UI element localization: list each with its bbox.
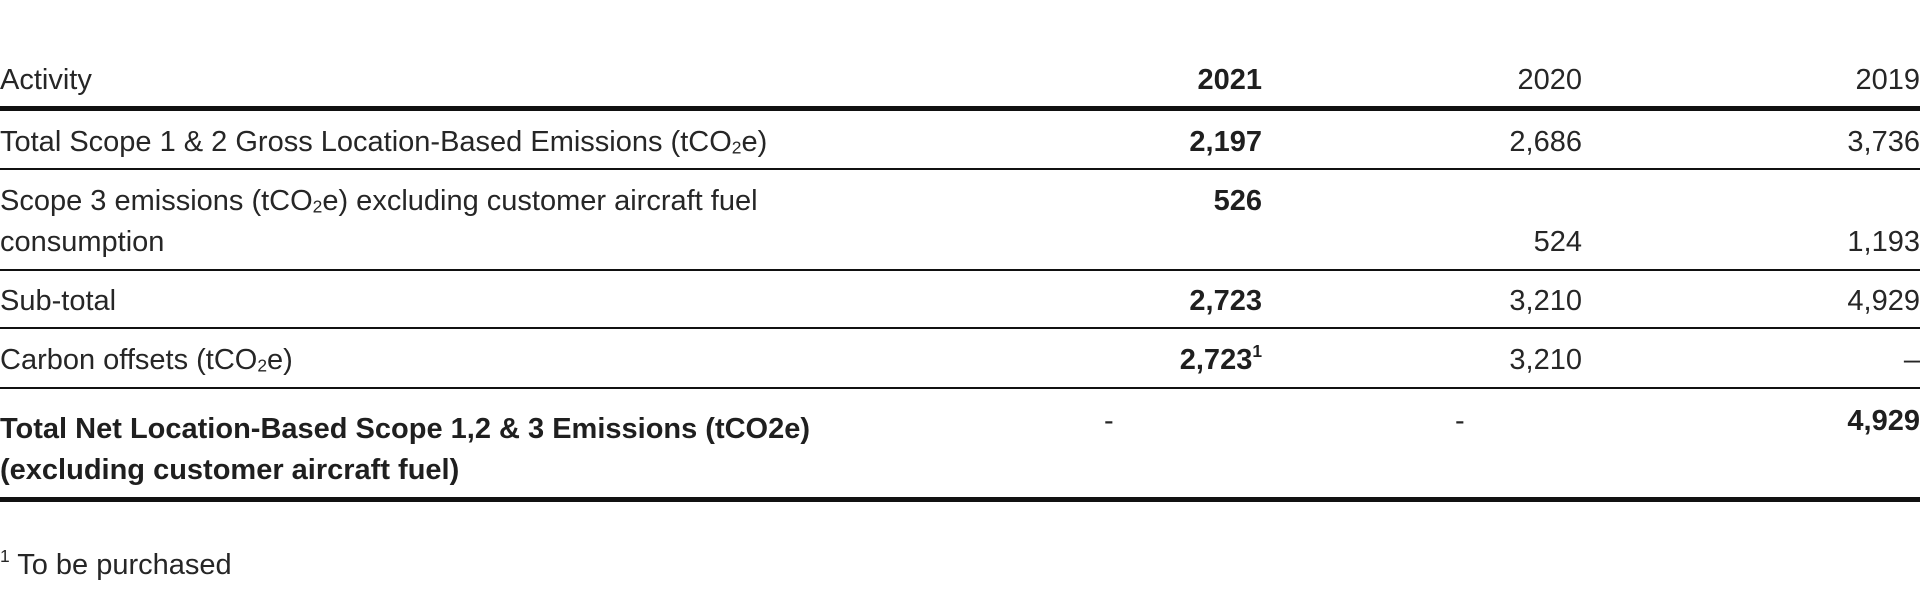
table-bottom-rule — [0, 497, 1920, 502]
row-activity: Sub-total — [0, 285, 117, 317]
header-rule — [0, 106, 1920, 111]
row-divider — [0, 387, 1920, 389]
footnote-text: To be purchased — [9, 549, 232, 581]
value-2019: – — [1903, 344, 1920, 376]
value-2020: 2,686 — [1509, 126, 1582, 158]
value-2021: 526 — [1213, 185, 1262, 217]
value-2019: 3,736 — [1847, 126, 1920, 158]
row-divider — [0, 168, 1920, 170]
header-2020: 2020 — [1517, 64, 1582, 96]
footnote-number: 1 — [0, 545, 10, 566]
row-activity-line2: consumption — [0, 226, 165, 258]
value-2021: 2,7231 — [1179, 340, 1262, 376]
total-activity-line1: Total Net Location-Based Scope 1,2 & 3 E… — [0, 413, 811, 445]
total-activity-line2: (excluding customer aircraft fuel) — [0, 454, 460, 486]
value-2021: 2,723 — [1189, 285, 1262, 317]
value-2020: 524 — [1533, 226, 1582, 258]
row-activity: Total Scope 1 & 2 Gross Location-Based E… — [0, 126, 768, 158]
row-activity: Scope 3 emissions (tCO2e) excluding cust… — [0, 185, 758, 217]
value-2020: - — [1455, 405, 1465, 437]
row-divider — [0, 269, 1920, 271]
value-2020: 3,210 — [1509, 285, 1582, 317]
value-2021: 2,197 — [1189, 126, 1262, 158]
row-divider — [0, 327, 1920, 329]
header-2019: 2019 — [1855, 64, 1920, 96]
value-2019: 4,929 — [1847, 285, 1920, 317]
value-2021: - — [1104, 405, 1114, 437]
header-2021: 2021 — [1197, 64, 1262, 96]
row-activity: Carbon offsets (tCO2e) — [0, 344, 293, 376]
header-activity: Activity — [0, 64, 92, 96]
value-2020: 3,210 — [1509, 344, 1582, 376]
footnote-marker: 1 — [1252, 340, 1262, 361]
footnote: 1 To be purchased — [0, 545, 232, 585]
value-2019: 1,193 — [1847, 226, 1920, 258]
value-2019: 4,929 — [1847, 405, 1920, 437]
